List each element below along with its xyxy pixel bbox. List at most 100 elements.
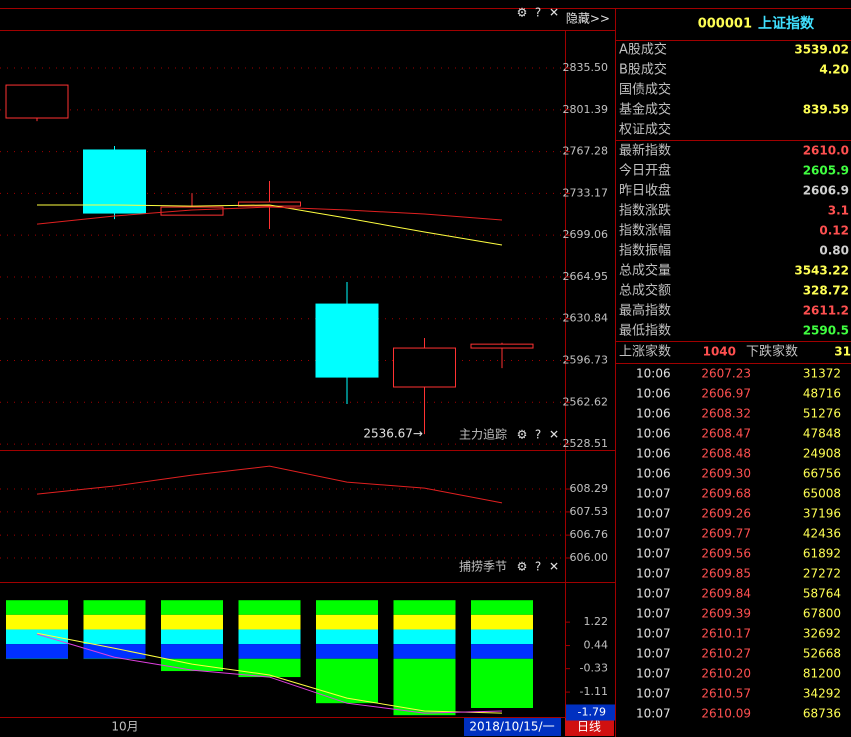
candle-body <box>160 206 224 216</box>
y-tick-label: -1.11 <box>580 685 608 698</box>
panel-control[interactable]: ? <box>535 560 541 574</box>
tick-volume: 24908 <box>803 447 841 461</box>
tick-volume: 48716 <box>803 387 841 401</box>
date-label: 2018/10/15/一 <box>469 720 554 734</box>
y-tick-label: 2733.17 <box>563 186 609 199</box>
stat-label: 最新指数 <box>619 143 671 159</box>
tick-volume: 37196 <box>803 507 841 521</box>
bar-upper <box>238 644 301 659</box>
y-tick-label: 2835.50 <box>563 61 609 74</box>
stat-label: 指数涨幅 <box>619 224 671 239</box>
tick-volume: 42436 <box>803 527 841 541</box>
y-tick-label: 2801.39 <box>563 103 609 116</box>
y-tick-label: 608.29 <box>570 482 609 495</box>
tick-volume: 68736 <box>803 707 841 721</box>
tick-time: 10:07 <box>636 607 671 621</box>
tick-time: 10:06 <box>636 367 671 381</box>
bar-upper <box>316 629 378 645</box>
stat-value: 2611.2 <box>803 304 849 318</box>
panel-control[interactable]: ✕ <box>549 428 559 442</box>
tick-price: 2609.39 <box>701 607 751 621</box>
bar-upper <box>238 629 301 645</box>
current-value-box <box>566 704 615 721</box>
up-label: 上涨家数 <box>619 344 671 360</box>
stat-value: 2606.9 <box>803 184 849 198</box>
bar-upper <box>238 614 301 630</box>
y-tick-label: -0.33 <box>580 662 608 675</box>
month-label: 10月 <box>111 720 138 734</box>
bar-upper <box>471 644 533 659</box>
tick-price: 2609.68 <box>701 487 751 501</box>
bar-upper <box>393 614 456 630</box>
tick-price: 2610.17 <box>701 627 751 641</box>
tick-volume: 65008 <box>803 487 841 501</box>
panel-control[interactable]: ✕ <box>549 560 559 574</box>
tick-volume: 67800 <box>803 607 841 621</box>
tick-price: 2609.85 <box>701 567 751 581</box>
period-box[interactable] <box>565 718 614 736</box>
tick-volume: 66756 <box>803 467 841 481</box>
bar-upper <box>393 629 456 645</box>
tick-volume: 27272 <box>803 567 841 581</box>
tick-volume: 58764 <box>803 587 841 601</box>
panel-control[interactable]: ✕ <box>549 6 559 20</box>
stat-value: 3543.22 <box>794 264 849 278</box>
tick-price: 2609.26 <box>701 507 751 521</box>
bar-upper <box>83 644 146 659</box>
hide-button[interactable]: 隐藏>> <box>566 12 610 26</box>
indicator-line <box>36 206 503 225</box>
stat-value: 839.59 <box>803 103 849 117</box>
candle-body <box>238 201 301 207</box>
panel-control[interactable]: ? <box>535 6 541 20</box>
down-label: 下跌家数 <box>746 344 798 360</box>
y-tick-label: 1.22 <box>584 615 609 628</box>
tick-price: 2609.56 <box>701 547 751 561</box>
current-value: -1.79 <box>578 705 606 718</box>
stat-value: 4.20 <box>819 63 849 77</box>
panel-control[interactable]: ⚙ <box>517 560 528 574</box>
bar-upper <box>471 614 533 630</box>
candle-body <box>393 347 456 388</box>
panel-control[interactable]: ? <box>535 428 541 442</box>
panel-control[interactable]: ⚙ <box>517 428 528 442</box>
tick-volume: 52668 <box>803 647 841 661</box>
bar-upper <box>83 600 146 615</box>
tick-time: 10:06 <box>636 387 671 401</box>
bar-upper <box>316 644 378 659</box>
indicator-line <box>37 204 503 246</box>
tick-time: 10:07 <box>636 647 671 661</box>
bar-upper <box>393 600 456 615</box>
up-count: 1040 <box>703 345 736 359</box>
tick-time: 10:07 <box>636 667 671 681</box>
stat-value: 2590.5 <box>803 324 849 338</box>
panel-title: 捕捞季节 <box>459 559 507 574</box>
y-tick-label: 2664.95 <box>563 270 609 283</box>
stat-label: 总成交额 <box>619 283 671 299</box>
tick-price: 2608.47 <box>701 427 751 441</box>
tick-time: 10:07 <box>636 707 671 721</box>
period-label[interactable]: 日线 <box>577 720 601 734</box>
bar-upper <box>6 600 68 615</box>
tick-time: 10:07 <box>636 567 671 581</box>
candle-body <box>83 149 146 214</box>
tick-time: 10:07 <box>636 547 671 561</box>
stat-label: 基金成交 <box>619 102 671 118</box>
bar-upper <box>83 614 146 630</box>
tick-price: 2609.84 <box>701 587 751 601</box>
stat-label: 权证成交 <box>619 122 671 138</box>
tick-price: 2610.27 <box>701 647 751 661</box>
y-tick-label: 2767.28 <box>563 145 609 158</box>
candle-body <box>315 303 379 378</box>
tick-volume: 61892 <box>803 547 841 561</box>
date-box <box>464 718 561 736</box>
stat-label: 今日开盘 <box>619 163 671 179</box>
stat-label: 最低指数 <box>619 324 671 339</box>
tick-price: 2610.57 <box>701 687 751 701</box>
tick-price: 2608.32 <box>701 407 751 421</box>
panel-control[interactable]: ⚙ <box>517 6 528 20</box>
down-count: 31 <box>834 345 851 359</box>
quote-code: 000001 <box>698 17 752 32</box>
y-tick-label: 2528.51 <box>563 437 609 450</box>
